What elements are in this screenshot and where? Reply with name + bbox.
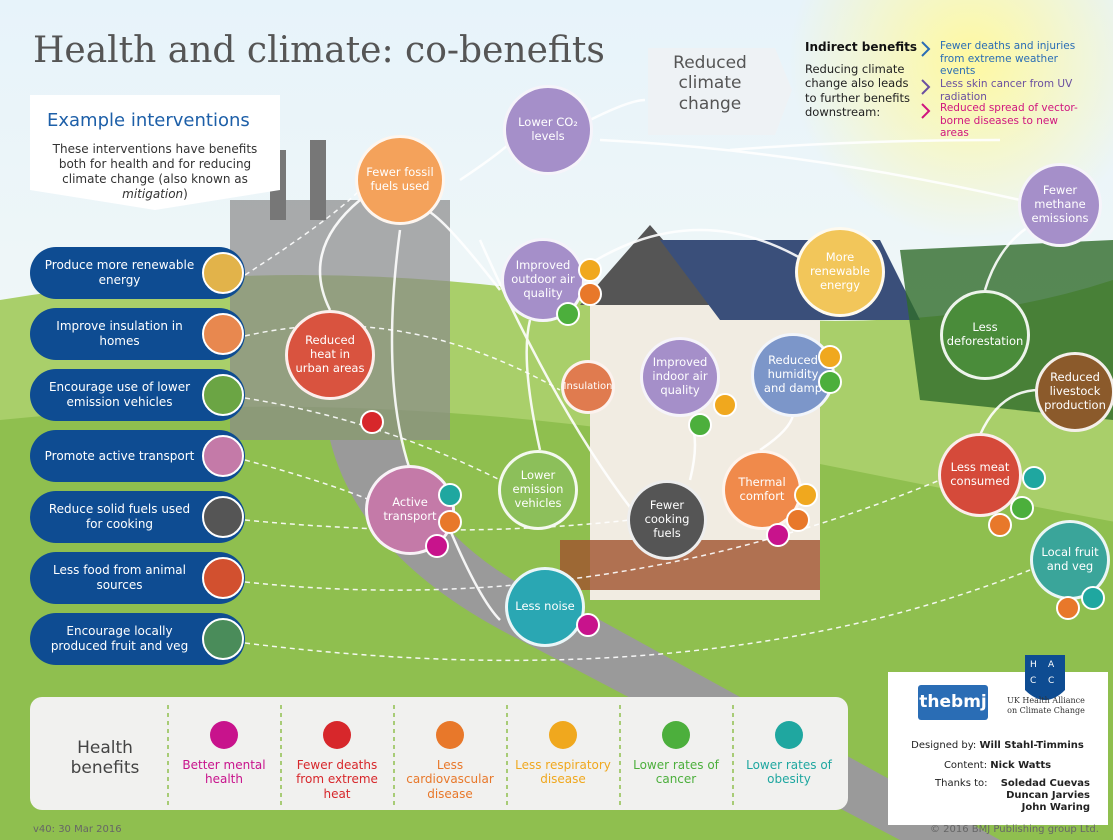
health-icon (556, 302, 580, 326)
intervention-thumb (202, 313, 244, 355)
footer-copyright: © 2016 BMJ Publishing group Ltd. (930, 824, 1099, 835)
intervention-thumb (202, 435, 244, 477)
health-icon (578, 282, 602, 306)
intervention-thumb (202, 252, 244, 294)
node: Improved indoor air quality (640, 337, 720, 417)
node: Thermal comfort (722, 450, 802, 530)
health-icon (1022, 466, 1046, 490)
health-icon (438, 483, 462, 507)
chevrons (921, 41, 931, 119)
chimney (310, 140, 326, 220)
node: Reduced livestock production (1035, 352, 1113, 432)
health-icon (576, 613, 600, 637)
benefit-label: Less respiratory disease (515, 758, 611, 787)
label: Content: (943, 760, 988, 771)
health-icon (766, 523, 790, 547)
roof (580, 225, 720, 305)
climate-panel (648, 48, 792, 135)
designer: Will Stahl-Timmins (979, 740, 1084, 751)
benefit-icon (210, 721, 238, 749)
intervention-thumb (202, 374, 244, 416)
health-icon (438, 510, 462, 534)
health-icon (1081, 586, 1105, 610)
health-icon (818, 370, 842, 394)
intervention-thumb (202, 618, 244, 660)
node: Fewer cooking fuels (627, 480, 707, 560)
health-icon (360, 410, 384, 434)
node: Insulation (561, 360, 615, 414)
health-icon (688, 413, 712, 437)
node: Lower emission vehicles (498, 450, 578, 530)
benefit-icon (549, 721, 577, 749)
indirect-item: Reduced spread of vector-borne diseases … (940, 102, 1078, 140)
health-icon (786, 508, 810, 532)
footer-version: v40: 30 Mar 2016 (33, 824, 122, 835)
node: Less noise (505, 567, 585, 647)
benefit-label: Less cardiovascular disease (406, 758, 494, 801)
content-line: Content: Nick Watts (895, 760, 1100, 771)
health-icon (1010, 496, 1034, 520)
interventions-desc: These interventions have benefits both f… (50, 142, 260, 202)
health-icon (713, 393, 737, 417)
title: Health and climate: co-benefits (33, 30, 605, 71)
health-icon (818, 345, 842, 369)
node: Reduced heat in urban areas (285, 310, 375, 400)
logo-letter: A (1048, 660, 1055, 670)
logo-letter: C (1048, 676, 1055, 686)
health-icon (1056, 596, 1080, 620)
thanks-name: John Waring (1021, 802, 1090, 813)
benefit-icon (436, 721, 464, 749)
benefit-icon (323, 721, 351, 749)
benefit-icon (662, 721, 690, 749)
bmj-logo (918, 685, 988, 720)
node: Less deforestation (940, 290, 1030, 380)
desc-term: mitigation (122, 187, 184, 201)
alliance-logo (1025, 655, 1065, 700)
node: Fewer methane emissions (1018, 163, 1102, 247)
intervention-thumb (202, 496, 244, 538)
label: Designed by: (911, 740, 977, 751)
indirect-item: Less skin cancer from UV radiation (940, 78, 1073, 103)
desc-text: ) (183, 187, 188, 201)
logo-letter: C (1030, 676, 1037, 686)
interventions-panel (30, 95, 280, 210)
indirect-text: Reducing climate change also leads to fu… (805, 62, 911, 120)
logo-letter: H (1030, 660, 1037, 670)
desc-text: These interventions have benefits both f… (52, 142, 258, 186)
benefit-label: Better mental health (182, 758, 266, 787)
health-icon (794, 483, 818, 507)
alliance-name: UK Health Alliance on Climate Change (1007, 696, 1085, 715)
node: Less meat consumed (938, 433, 1022, 517)
interventions-title: Example interventions (47, 110, 250, 131)
health-icon (425, 534, 449, 558)
separators (167, 705, 734, 805)
benefit-label: Lower rates of cancer (633, 758, 719, 787)
author: Nick Watts (990, 760, 1052, 771)
node: Fewer fossil fuels used (355, 135, 445, 225)
climate-title: Reduced climate change (673, 53, 747, 114)
thanks-label: Thanks to: (935, 778, 988, 789)
health-icon (988, 513, 1012, 537)
indirect-title: Indirect benefits (805, 40, 917, 54)
thanks-name: Soledad Cuevas (1000, 778, 1090, 789)
thanks-name: Duncan Jarvies (1006, 790, 1090, 801)
benefit-label: Lower rates of obesity (746, 758, 832, 787)
node: Lower CO₂ levels (503, 85, 593, 175)
node: More renewable energy (795, 227, 885, 317)
health-icon (578, 258, 602, 282)
bmj-logo-text: thebmj (919, 692, 987, 712)
indirect-item: Fewer deaths and injuries from extreme w… (940, 40, 1076, 78)
health-title: Health benefits (70, 738, 140, 779)
designed-line: Designed by: Will Stahl-Timmins (895, 740, 1100, 751)
benefit-icon (775, 721, 803, 749)
intervention-thumb (202, 557, 244, 599)
benefit-label: Fewer deaths from extreme heat (296, 758, 378, 801)
